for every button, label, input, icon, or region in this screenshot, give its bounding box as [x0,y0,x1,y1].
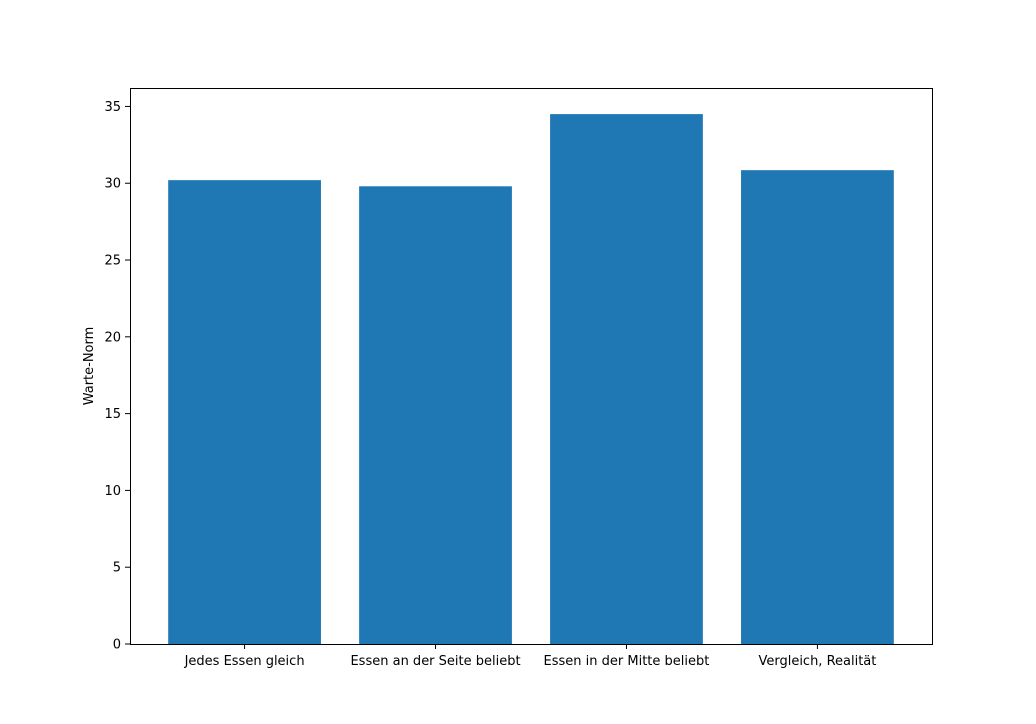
plot-frame [130,88,933,645]
bar-4 [741,170,894,644]
bar-3 [550,114,703,645]
y-tick-label: 10 [104,484,121,499]
bar-1 [168,180,321,644]
x-axis-ticks: Jedes Essen gleich Essen an der Seite bel… [184,644,876,669]
y-tick-label: 5 [113,561,121,576]
bars-group [168,114,894,645]
x-tick-label: Essen an der Seite beliebt [350,654,520,669]
y-tick-label: 30 [104,177,121,192]
y-axis-label: Warte-Norm [82,327,97,406]
x-tick-label: Essen in der Mitte beliebt [544,654,710,669]
y-tick-label: 20 [104,330,121,345]
y-tick-label: 25 [104,254,121,269]
y-tick-label: 15 [104,407,121,422]
y-tick-label: 35 [104,100,121,115]
y-axis-ticks: 0 5 10 15 20 25 30 35 [104,100,130,653]
x-tick-label: Jedes Essen gleich [184,654,305,669]
y-tick-label: 0 [113,638,121,653]
x-tick-label: Vergleich, Realität [758,654,876,669]
bar-2 [359,186,512,644]
